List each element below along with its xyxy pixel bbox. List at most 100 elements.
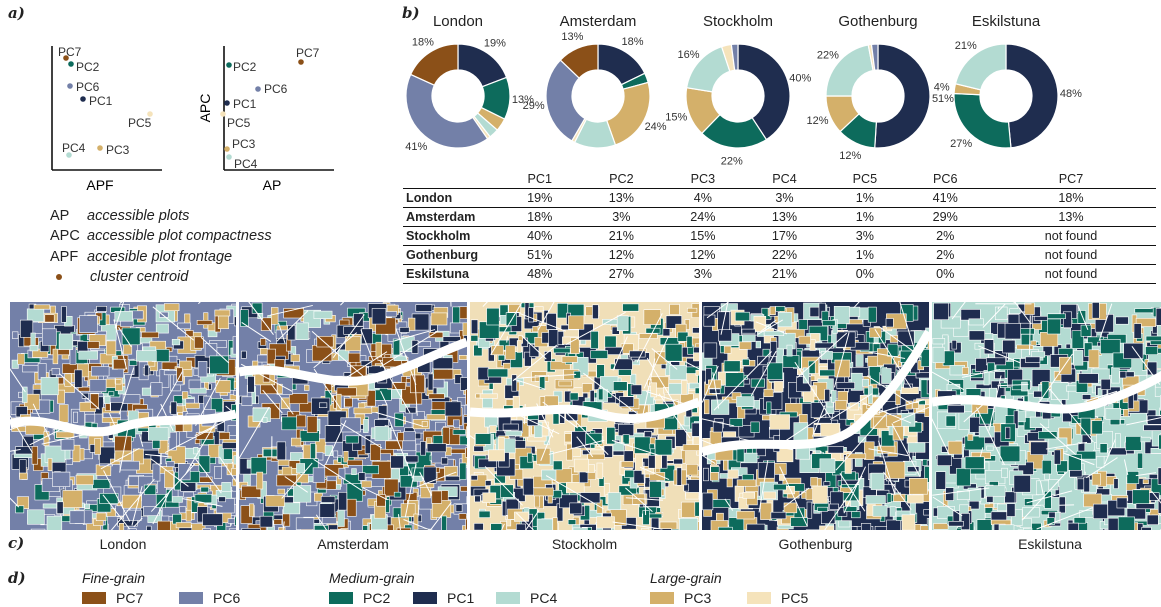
map-block: [319, 503, 336, 518]
map-block: [12, 331, 19, 339]
map-block: [893, 493, 906, 502]
table-cell: 2%: [904, 226, 987, 246]
table-cell: 24%: [662, 207, 744, 227]
map-street: [150, 463, 196, 512]
map-block: [197, 361, 208, 378]
map-block: [960, 309, 981, 321]
map-block: [141, 331, 159, 339]
map-street: [269, 304, 313, 316]
map-block: [202, 513, 223, 526]
map-block: [1051, 382, 1069, 400]
map-street: [1032, 353, 1073, 412]
map-block: [1056, 460, 1068, 473]
map-block: [742, 334, 756, 342]
map-street: [110, 478, 155, 530]
map-block: [729, 418, 743, 427]
map-block: [463, 416, 467, 424]
map-block: [561, 355, 578, 363]
map-block: [412, 419, 430, 430]
map-block: [427, 373, 434, 391]
map-block: [1048, 479, 1059, 491]
map-block: [185, 402, 200, 409]
map-block: [384, 478, 399, 497]
map-block: [223, 448, 233, 460]
map-street: [145, 453, 172, 458]
map-block: [259, 515, 273, 528]
map-block: [793, 422, 809, 441]
map-block: [1147, 361, 1158, 376]
map-block: [1080, 324, 1092, 337]
map-street: [976, 407, 1005, 465]
map-block: [603, 445, 613, 458]
map-block: [1126, 471, 1140, 484]
map-street: [636, 313, 663, 363]
map-street: [131, 485, 143, 526]
map-street: [340, 423, 383, 449]
map-river: [470, 397, 699, 424]
map-block: [464, 404, 467, 418]
donut-amsterdam: Amsterdam 18% 24% 29% 13%: [523, 13, 667, 149]
map-street: [997, 383, 1029, 387]
centroid-label: PC6: [264, 82, 288, 96]
map-block: [623, 450, 634, 469]
map-street: [843, 466, 866, 514]
map-block: [276, 441, 286, 461]
map-block: [920, 525, 929, 530]
map-block: [1002, 339, 1016, 354]
map-street: [651, 348, 678, 370]
map-street: [133, 517, 143, 528]
map-block: [241, 528, 261, 530]
map-block: [218, 496, 226, 503]
map-street: [548, 439, 605, 455]
map-street: [979, 447, 984, 458]
map-block: [144, 364, 150, 377]
map-block: [671, 529, 680, 530]
map-block: [118, 523, 125, 530]
map-block: [233, 455, 236, 465]
map-block: [361, 480, 372, 488]
map-block: [775, 306, 786, 312]
map-block: [102, 412, 121, 418]
map-block: [390, 455, 404, 469]
map-block: [324, 425, 344, 443]
centroid-label: PC7: [58, 45, 82, 59]
map-block: [163, 370, 178, 376]
map-block: [687, 307, 698, 313]
map-block: [265, 495, 285, 507]
map-block: [669, 304, 680, 315]
map-eskilstuna: [932, 302, 1161, 530]
map-street: [325, 420, 347, 465]
map-block: [259, 348, 269, 355]
map-street: [413, 364, 418, 416]
map-block: [426, 414, 446, 421]
map-block: [404, 524, 413, 530]
table-cell: 0%: [825, 264, 905, 284]
table-cell: 40%: [499, 226, 581, 246]
map-street: [139, 434, 144, 447]
map-block: [408, 317, 416, 331]
map-block: [590, 350, 608, 359]
map-label: Amsterdam: [317, 536, 389, 552]
map-block: [798, 335, 811, 345]
map-street: [982, 303, 1006, 328]
map-street: [152, 306, 195, 341]
map-block: [399, 326, 410, 333]
map-block: [861, 523, 872, 530]
centroid-label: PC3: [232, 137, 256, 151]
map-block: [260, 338, 267, 346]
map-block: [693, 352, 699, 362]
map-block: [544, 351, 552, 362]
map-street: [1045, 441, 1088, 450]
map-block: [1044, 491, 1052, 509]
map-block: [415, 304, 433, 312]
map-block: [926, 460, 929, 467]
map-block: [1004, 323, 1021, 340]
table-cell: 3%: [825, 226, 905, 246]
map-block: [1100, 378, 1111, 390]
table-cell: not found: [986, 226, 1156, 246]
map-block: [345, 435, 359, 444]
map-block: [901, 514, 916, 530]
table-row: London 19% 13% 4% 3% 1% 41% 18%: [403, 188, 1156, 208]
grain-group-title: Fine-grain: [82, 570, 146, 586]
table-cell: 3%: [743, 188, 826, 208]
